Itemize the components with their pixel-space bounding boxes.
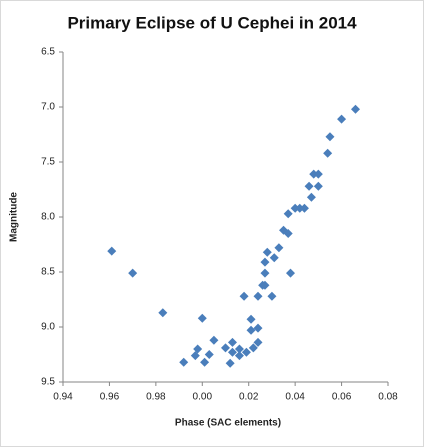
chart-title: Primary Eclipse of U Cephei in 2014	[67, 13, 357, 32]
data-point	[253, 337, 263, 347]
data-point	[239, 291, 249, 301]
y-tick-label: 7.0	[41, 102, 55, 113]
x-tick-label: 0.06	[332, 392, 352, 403]
data-point	[304, 181, 314, 191]
data-point	[200, 357, 210, 367]
data-point	[313, 181, 323, 191]
x-tick-label: 0.98	[146, 392, 166, 403]
x-tick-label: 0.02	[239, 392, 259, 403]
x-axis-title: Phase (SAC elements)	[175, 418, 281, 429]
data-point	[262, 247, 272, 257]
data-point	[248, 343, 258, 353]
data-point	[286, 268, 295, 278]
data-point	[204, 350, 214, 359]
y-tick-label: 8.5	[41, 267, 55, 278]
data-point	[179, 357, 189, 367]
y-tick-label: 8.0	[41, 212, 55, 223]
x-tick-label: 0.08	[378, 392, 398, 403]
data-point	[253, 291, 263, 301]
data-point	[290, 203, 300, 213]
data-point	[313, 169, 323, 179]
data-point	[107, 246, 117, 256]
data-point	[128, 268, 138, 278]
data-point	[246, 314, 256, 324]
data-point	[274, 243, 284, 253]
data-point	[299, 203, 309, 213]
data-point	[227, 337, 237, 347]
data-point	[306, 192, 316, 202]
data-point	[209, 335, 219, 345]
data-point	[269, 253, 279, 263]
data-point	[197, 313, 207, 323]
data-point	[283, 209, 293, 219]
x-tick-label: 0.04	[285, 392, 305, 403]
data-point	[193, 344, 203, 354]
data-point	[227, 347, 237, 357]
data-point	[260, 268, 270, 278]
data-point	[225, 358, 235, 368]
data-point	[253, 323, 263, 333]
data-point	[234, 351, 244, 361]
data-point	[325, 132, 335, 142]
data-point	[246, 325, 256, 335]
data-point	[323, 148, 333, 158]
data-point	[221, 343, 230, 353]
data-point	[337, 114, 347, 124]
data-point	[351, 104, 360, 114]
data-point	[260, 280, 270, 290]
y-tick-label: 9.0	[41, 322, 55, 333]
y-tick-label: 7.5	[41, 157, 55, 168]
y-tick-label: 9.5	[41, 377, 55, 388]
data-point	[267, 291, 277, 301]
y-axis-title: Magnitude	[9, 192, 20, 242]
data-point	[234, 344, 244, 354]
x-tick-label: 0.96	[100, 392, 120, 403]
y-tick-label: 6.5	[41, 47, 55, 58]
x-tick-label: 0.94	[53, 392, 73, 403]
data-point	[309, 169, 319, 179]
data-point	[283, 229, 293, 238]
data-point	[241, 347, 251, 357]
x-tick-label: 0.00	[193, 392, 213, 403]
data-point	[295, 203, 305, 213]
data-point	[158, 308, 168, 318]
data-point	[260, 257, 270, 267]
